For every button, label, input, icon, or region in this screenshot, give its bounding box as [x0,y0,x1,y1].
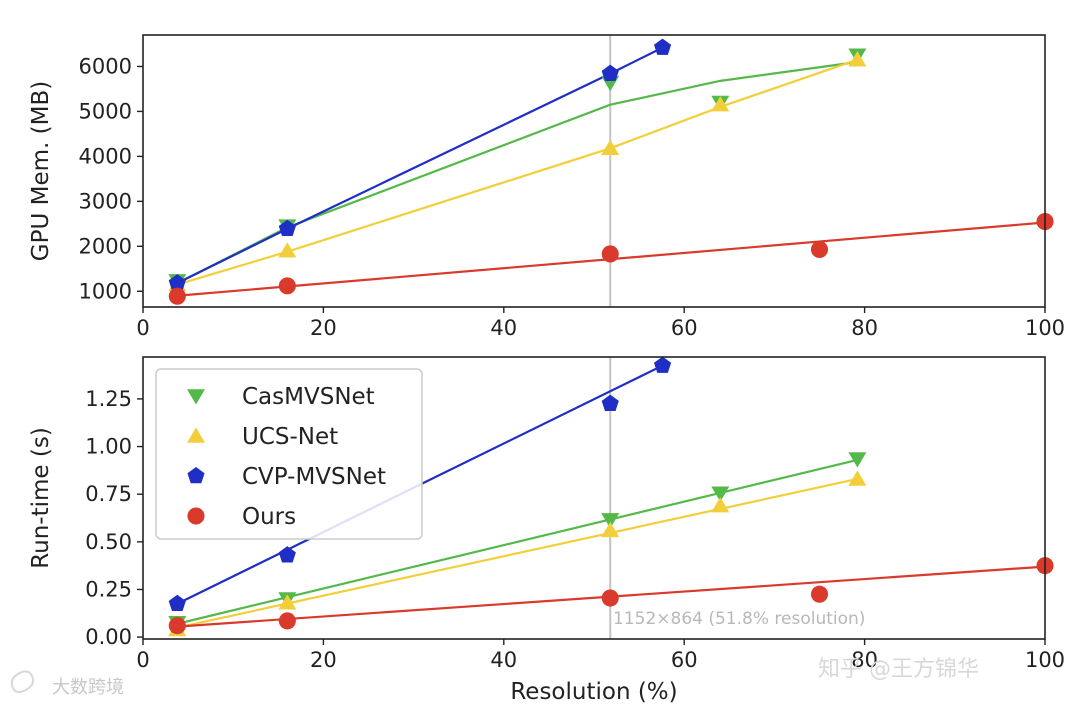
x-tick-label: 80 [851,316,878,340]
y-axis-label: Run-time (s) [28,427,54,569]
data-point-cvp-mvsnet [168,274,186,291]
y-tick-label: 1000 [79,279,132,303]
y-tick-label: 2000 [79,234,132,258]
data-points [168,356,1054,637]
y-tick-label: 6000 [79,54,132,78]
x-tick-label: 20 [310,316,337,340]
legend-label-ucs-net: UCS-Net [242,424,338,450]
gpu-memory-panel: 0 20 40 60 80 100 1000 2000 3000 4000 5000 6000 GP… [28,34,1065,340]
x-tick-label: 100 [1025,648,1065,672]
y-tick-label: 1.00 [85,435,132,459]
x-tick-label: 0 [136,648,149,672]
data-point-casmvsnet [601,513,620,529]
data-point-ours [168,287,186,305]
legend-label-ours: Ours [242,504,296,530]
y-ticks: 1000 2000 3000 4000 5000 6000 [79,54,143,303]
data-point-ours [278,612,296,630]
data-point-casmvsnet [848,452,867,468]
x-tick-label: 20 [310,648,337,672]
data-point-cvp-mvsnet [601,394,619,411]
x-ticks: 0 20 40 60 80 100 [136,639,1065,672]
legend-label-casmvsnet: CasMVSNet [242,384,375,410]
watermark-right-text: 知乎 @王方锦华 [818,657,979,682]
data-point-ucs-net [711,96,730,112]
y-tick-label: 4000 [79,144,132,168]
legend-marker-ours [187,507,205,525]
y-tick-label: 0.00 [85,625,132,649]
x-tick-label: 100 [1025,316,1065,340]
x-tick-label: 0 [136,316,149,340]
data-point-cvp-mvsnet [278,219,296,237]
y-tick-label: 1.25 [85,387,132,411]
y-axis-label: GPU Mem. (MB) [28,81,54,261]
y-tick-label: 0.75 [85,482,132,506]
x-tick-label: 80 [851,648,878,672]
data-point-ucs-net [278,594,297,610]
x-tick-label: 40 [490,316,517,340]
y-ticks: 0.00 0.25 0.50 0.75 1.00 1.25 [85,387,143,649]
y-tick-label: 3000 [79,189,132,213]
data-points [168,38,1054,305]
data-point-ucs-net [711,497,730,513]
data-point-ucs-net [848,51,867,67]
data-point-cvp-mvsnet [168,594,186,612]
data-point-cvp-mvsnet [601,64,619,81]
legend-marker-ucs-net [187,427,205,443]
data-point-ours [168,617,186,635]
data-point-cvp-mvsnet [653,38,672,55]
runtime-panel: 1152×864 (51.8% resolution) 0 20 40 60 80 100… [28,356,1065,705]
legend-box [155,368,423,540]
y-tick-label: 0.25 [85,577,132,601]
x-tick-label: 60 [671,316,698,340]
data-point-cvp-mvsnet [653,356,672,373]
data-point-ours [601,245,619,263]
watermark-left: 大数跨境 [10,670,124,698]
data-point-ours [601,589,619,607]
x-tick-label: 40 [490,648,517,672]
y-tick-label: 5000 [79,99,132,123]
x-tick-label: 60 [671,648,698,672]
data-point-cvp-mvsnet [278,546,296,563]
plot-frame [142,356,1046,640]
data-point-ucs-net [278,242,297,258]
series-line-cvp-mvsnet [176,46,664,285]
data-point-ucs-net [601,139,620,156]
data-point-ours [810,585,829,603]
resolution-annotation: 1152×864 (51.8% resolution) [613,609,865,629]
x-axis-label: Resolution (%) [510,679,677,705]
data-point-ucs-net [601,521,620,538]
weibo-logo-icon [10,670,35,693]
watermark-left-text: 大数跨境 [52,677,124,698]
y-tick-label: 0.50 [85,530,132,554]
legend-marker-cvp-mvsnet [187,467,205,484]
data-point-casmvsnet [711,486,730,502]
legend-label-cvp-mvsnet: CVP-MVSNet [242,464,386,490]
legend: CasMVSNet UCS-Net CVP-MVSNet Ours [155,368,423,540]
data-point-ucs-net [848,470,867,486]
series-line-ucs-net [176,58,858,286]
data-point-ours [278,277,296,295]
x-ticks: 0 20 40 60 80 100 [136,307,1065,340]
data-point-ours [810,240,829,259]
legend-marker-casmvsnet [187,389,205,405]
plot-frame [142,34,1046,308]
